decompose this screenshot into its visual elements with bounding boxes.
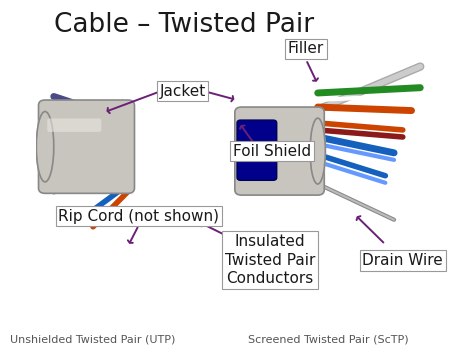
Text: Cable – Twisted Pair: Cable – Twisted Pair [54,12,314,38]
Text: Jacket: Jacket [159,84,206,99]
FancyBboxPatch shape [237,120,277,180]
FancyBboxPatch shape [38,100,135,193]
Text: Drain Wire: Drain Wire [363,253,443,268]
Text: Rip Cord (not shown): Rip Cord (not shown) [58,209,219,224]
Text: Screened Twisted Pair (ScTP): Screened Twisted Pair (ScTP) [248,335,409,345]
FancyBboxPatch shape [47,119,101,132]
Text: Unshielded Twisted Pair (UTP): Unshielded Twisted Pair (UTP) [10,335,176,345]
Text: Insulated
Twisted Pair
Conductors: Insulated Twisted Pair Conductors [225,234,315,286]
Ellipse shape [310,118,325,184]
Text: Filler: Filler [288,42,324,56]
Ellipse shape [36,111,54,182]
FancyBboxPatch shape [235,107,324,195]
Text: Foil Shield: Foil Shield [233,143,311,159]
